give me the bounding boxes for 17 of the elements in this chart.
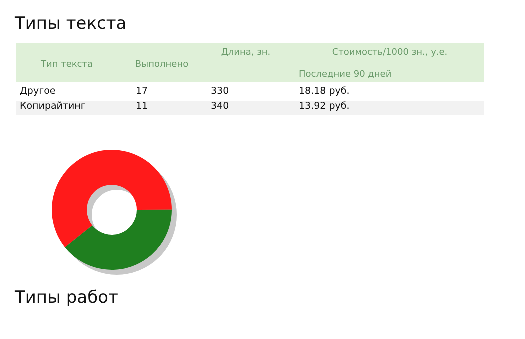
text: Выполнено — [135, 60, 190, 70]
text: 17 — [136, 86, 148, 97]
text: 18.18 руб. — [299, 86, 350, 97]
text: 13.92 руб. — [299, 101, 350, 112]
text: 340 — [211, 101, 230, 112]
donut-slice — [52, 150, 172, 248]
text: Последние 90 дней — [299, 70, 392, 80]
donut-slice — [65, 210, 172, 270]
text: 11 — [136, 101, 148, 112]
text: Копирайтинг — [20, 101, 86, 112]
text: 330 — [211, 86, 230, 97]
text: Другое — [20, 86, 56, 97]
text: Длина, зн. — [221, 48, 271, 58]
text: Стоимость/1000 зн., у.е. — [332, 48, 448, 58]
text: Тип текста — [40, 60, 94, 70]
text: Типы работ — [14, 288, 118, 308]
text: Типы текста — [14, 14, 127, 34]
